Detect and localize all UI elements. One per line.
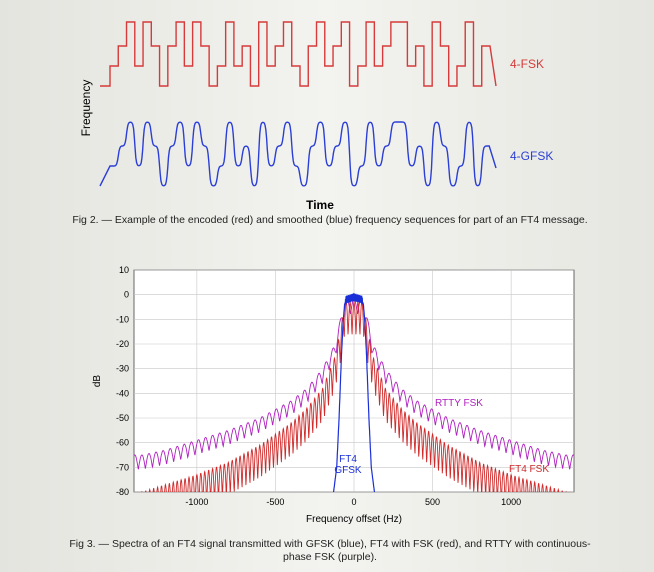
x-axis-label: Frequency offset (Hz) — [306, 514, 402, 525]
y-tick-label: -40 — [116, 388, 129, 398]
gfsk-label: 4-GFSK — [510, 149, 553, 163]
figure-2-plot: 4-FSK 4-GFSK Frequency Time — [79, 21, 553, 212]
x-tick-label: 500 — [425, 497, 440, 507]
figure-2-caption: Fig 2. — Example of the encoded (red) an… — [72, 214, 588, 226]
y-tick-label: 0 — [124, 290, 129, 300]
fsk-trace — [100, 21, 497, 87]
ft4-fsk-label: FT4 FSK — [509, 464, 549, 475]
gfsk-label: GFSK — [334, 465, 362, 476]
x-tick-label: -1000 — [185, 497, 208, 507]
gfsk-trace — [99, 121, 497, 187]
fsk-label: 4-FSK — [510, 57, 544, 71]
x-ticks: -1000 -500 0 500 1000 — [185, 497, 521, 507]
y-axis-label: dB — [92, 375, 103, 388]
y-tick-label: -50 — [116, 413, 129, 423]
x-tick-label: -500 — [266, 497, 284, 507]
x-tick-label: 0 — [351, 497, 356, 507]
figure-2-xlabel: Time — [306, 198, 334, 212]
series-ft4-fsk — [134, 300, 574, 492]
figure-3-caption: Fig 3. — Spectra of an FT4 signal transm… — [69, 538, 591, 563]
figure-2: 4-FSK 4-GFSK Frequency Time — [60, 8, 620, 218]
y-tick-label: -20 — [116, 339, 129, 349]
series-ft4-gfsk — [333, 292, 375, 492]
y-tick-label: 10 — [119, 265, 129, 275]
y-tick-label: -70 — [116, 462, 129, 472]
figure-2-ylabel: Frequency — [79, 80, 93, 137]
y-ticks: 10 0 -10 -20 -30 -40 -50 -60 -70 -80 — [116, 265, 129, 497]
y-tick-label: -30 — [116, 364, 129, 374]
series-group — [134, 292, 574, 492]
rtty-label: RTTY FSK — [435, 398, 483, 409]
y-tick-label: -10 — [116, 314, 129, 324]
figure-3: 10 0 -10 -20 -30 -40 -50 -60 -70 -80 -1000 -500 0 50… — [80, 258, 600, 536]
spectrum-chart: 10 0 -10 -20 -30 -40 -50 -60 -70 -80 -1000 -500 0 50… — [92, 265, 575, 525]
ft4-label: FT4 — [339, 454, 357, 465]
x-tick-label: 1000 — [501, 497, 521, 507]
y-tick-label: -60 — [116, 438, 129, 448]
y-tick-label: -80 — [116, 487, 129, 497]
